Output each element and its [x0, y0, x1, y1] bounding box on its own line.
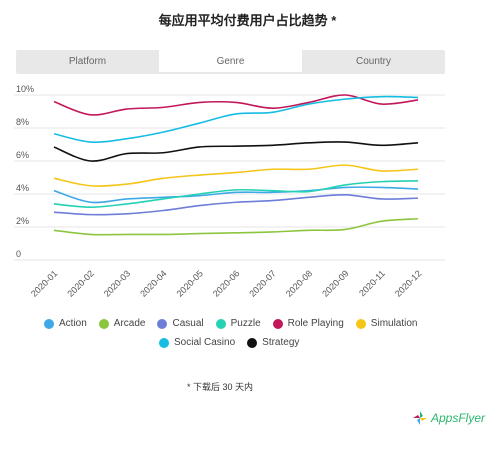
legend-item-simulation[interactable]: Simulation: [355, 318, 418, 329]
x-tick-label: 2020-12: [393, 268, 423, 298]
y-tick-label: 4%: [16, 183, 29, 193]
legend-swatch: [247, 337, 258, 348]
legend-label: Puzzle: [230, 318, 261, 329]
legend-swatch: [355, 318, 366, 329]
chart-title: 每应用平均付费用户占比趋势 *: [158, 13, 337, 28]
legend-label: Role Playing: [287, 318, 344, 329]
series-line-simulation: [53, 164, 419, 187]
series-line-role-playing: [53, 94, 419, 116]
x-tick-label: 2020-11: [357, 268, 387, 298]
x-tick-label: 2020-05: [175, 268, 205, 298]
legend-item-role-playing[interactable]: Role Playing: [272, 318, 344, 329]
line-chart: 0 2% 4% 6% 8% 10% 2020-01 2020-02 2020-03 2020-04…: [14, 84, 445, 299]
tab-platform[interactable]: Platform: [68, 56, 107, 67]
footnote: * 下载后 30 天内: [186, 382, 253, 392]
y-tick-label: 8%: [16, 117, 29, 127]
legend-item-casual[interactable]: Casual: [157, 318, 204, 329]
legend-item-arcade[interactable]: Arcade: [98, 318, 146, 329]
series-line-puzzle: [53, 180, 419, 209]
tab-bar: Platform Genre Country: [16, 50, 445, 74]
legend: Action Arcade Casual Puzzle Role Playing Simu…: [44, 318, 464, 356]
legend-swatch: [157, 318, 168, 329]
x-tick-label: 2020-07: [247, 268, 277, 298]
legend-item-puzzle[interactable]: Puzzle: [215, 318, 261, 329]
legend-swatch: [272, 318, 283, 329]
appsflyer-logo: AppsFlyer: [412, 410, 485, 426]
legend-label: Strategy: [262, 337, 300, 348]
series-line-arcade: [53, 217, 419, 236]
legend-row: Action Arcade Casual Puzzle Role Playing Simu…: [44, 318, 464, 329]
series-line-action: [53, 186, 419, 204]
legend-swatch: [44, 318, 54, 329]
legend-item-action[interactable]: Action: [44, 318, 87, 329]
series-line-social-casino: [53, 95, 419, 143]
x-tick-label: 2020-06: [211, 268, 241, 298]
series-line-strategy: [53, 141, 419, 162]
legend-label: Casual: [172, 318, 204, 329]
legend-label: Arcade: [113, 318, 146, 329]
tab-country[interactable]: Country: [355, 56, 391, 67]
legend-item-social-casino[interactable]: Social Casino: [159, 337, 235, 348]
y-tick-label: 10%: [16, 84, 34, 94]
appsflyer-logo-text: AppsFlyer: [431, 411, 486, 425]
legend-swatch: [159, 337, 169, 348]
x-tick-label: 2020-04: [138, 268, 168, 298]
legend-row: Social Casino Strategy: [159, 337, 464, 348]
legend-item-strategy[interactable]: Strategy: [247, 337, 299, 348]
y-tick-label: 0: [16, 249, 21, 259]
legend-swatch: [215, 318, 226, 329]
y-tick-label: 2%: [16, 216, 29, 226]
x-tick-label: 2020-03: [102, 268, 132, 298]
x-tick-label: 2020-01: [29, 268, 59, 298]
x-tick-label: 2020-09: [320, 268, 350, 298]
legend-swatch: [98, 318, 109, 329]
tab-genre[interactable]: Genre: [159, 50, 302, 74]
x-tick-label: 2020-08: [284, 268, 314, 298]
y-tick-label: 6%: [16, 150, 29, 160]
legend-label: Social Casino: [174, 337, 236, 348]
legend-label: Simulation: [370, 318, 418, 329]
x-tick-label: 2020-02: [65, 268, 95, 298]
legend-label: Action: [59, 318, 87, 329]
appsflyer-logo-icon: [413, 411, 427, 425]
series-line-casual: [53, 194, 419, 216]
